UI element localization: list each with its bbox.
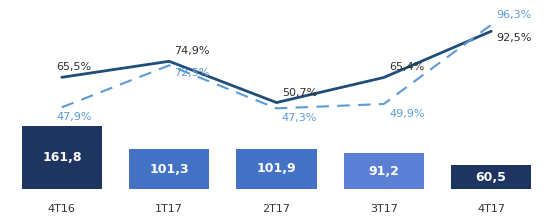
Bar [129,149,210,189]
Text: 49,9%: 49,9% [389,109,425,119]
Text: 50,7%: 50,7% [282,87,317,98]
Text: 60,5: 60,5 [476,171,507,184]
Bar [22,126,102,189]
Bar [451,165,531,189]
Text: 47,3%: 47,3% [282,113,317,123]
Text: 74,9%: 74,9% [175,46,210,56]
Text: 161,8: 161,8 [42,151,81,164]
Text: 72,5%: 72,5% [175,67,210,77]
Text: 92,5%: 92,5% [497,33,532,43]
Text: 96,3%: 96,3% [497,10,532,20]
Text: 65,4%: 65,4% [389,62,425,72]
Bar [343,153,424,189]
Text: 91,2: 91,2 [368,164,399,178]
Text: 101,3: 101,3 [149,163,189,176]
Text: 65,5%: 65,5% [56,62,92,72]
Text: 101,9: 101,9 [257,163,296,176]
Bar [236,149,317,189]
Text: 47,9%: 47,9% [56,112,92,122]
